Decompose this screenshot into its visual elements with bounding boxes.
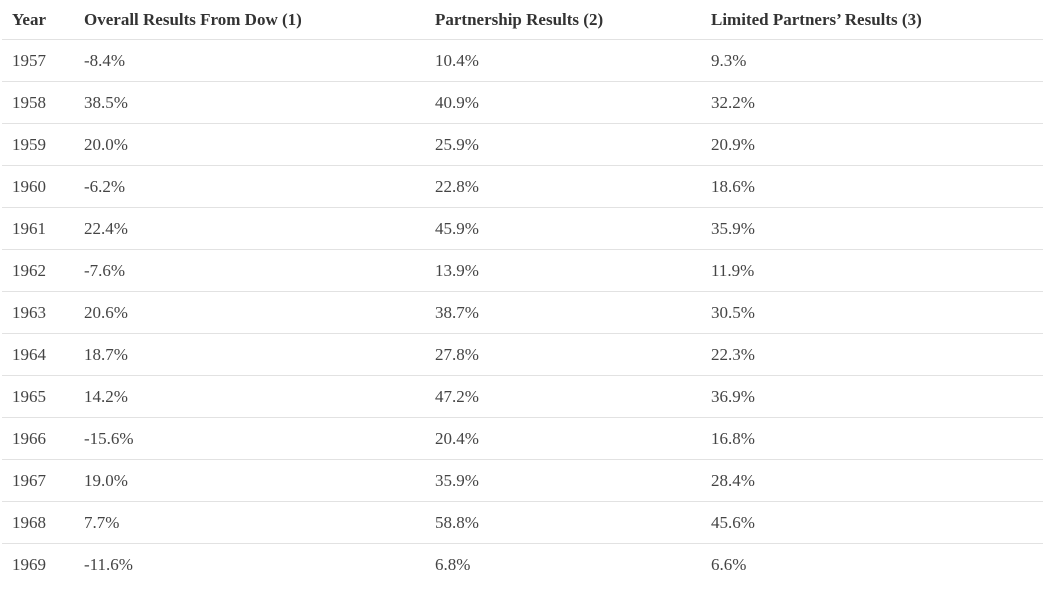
cell-partnership-result: 47.2% [425, 375, 701, 418]
cell-dow-result: -7.6% [74, 249, 425, 292]
cell-limited-partners-result: 32.2% [701, 81, 1043, 124]
table-row: 1957 -8.4% 10.4% 9.3% [2, 39, 1043, 82]
cell-year: 1958 [2, 81, 74, 124]
cell-partnership-result: 58.8% [425, 501, 701, 544]
cell-limited-partners-result: 11.9% [701, 249, 1043, 292]
cell-year: 1966 [2, 417, 74, 460]
cell-partnership-result: 45.9% [425, 207, 701, 250]
cell-partnership-result: 6.8% [435, 554, 471, 574]
cell-partnership-result: 20.4% [425, 417, 701, 460]
header-limited-partners-results: Limited Partners’ Results (3) [701, 0, 1043, 40]
cell-partnership-result: 40.9% [425, 81, 701, 124]
cell-year: 1959 [2, 123, 74, 166]
cell-partnership-result: 10.4% [425, 39, 701, 82]
cell-limited-partners-result: 18.6% [701, 165, 1043, 208]
cell-year: 1969 [12, 554, 46, 574]
header-dow-results: Overall Results From Dow (1) [74, 0, 425, 40]
cell-partnership-result: 27.8% [425, 333, 701, 376]
cell-dow-result: 19.0% [74, 459, 425, 502]
header-row: Year Overall Results From Dow (1) Partne… [2, 0, 1043, 40]
cell-dow-result: -8.4% [74, 39, 425, 82]
table-body: 1957 -8.4% 10.4% 9.3% 1958 38.5% 40.9% 32.2% 195… [2, 39, 1043, 586]
table-row: 1958 38.5% 40.9% 32.2% [2, 81, 1043, 124]
cell-dow-result: -11.6% [84, 554, 133, 574]
cell-year: 1957 [2, 39, 74, 82]
cell-limited-partners-result: 30.5% [701, 291, 1043, 334]
cell-dow-result: 18.7% [74, 333, 425, 376]
table-row: 1963 20.6% 38.7% 30.5% [2, 291, 1043, 334]
cell-dow-result: 22.4% [74, 207, 425, 250]
table-row: 1968 7.7% 58.8% 45.6% [2, 501, 1043, 544]
cell-dow-result: 7.7% [74, 501, 425, 544]
cell-limited-partners-result: 16.8% [701, 417, 1043, 460]
cell-limited-partners-result: 28.4% [701, 459, 1043, 502]
cell-partnership-result: 38.7% [425, 291, 701, 334]
cell-year: 1963 [2, 291, 74, 334]
cell-limited-partners-result: 36.9% [701, 375, 1043, 418]
cell-dow-result: 38.5% [74, 81, 425, 124]
cell-partnership-result: 35.9% [425, 459, 701, 502]
cell-dow-result: 14.2% [74, 375, 425, 418]
cell-year: 1962 [2, 249, 74, 292]
table-row: 1966 -15.6% 20.4% 16.8% [2, 417, 1043, 460]
table-header: Year Overall Results From Dow (1) Partne… [2, 0, 1043, 40]
header-year: Year [2, 0, 74, 40]
cell-dow-result: 20.0% [74, 123, 425, 166]
cell-year: 1961 [2, 207, 74, 250]
table-row: 1965 14.2% 47.2% 36.9% [2, 375, 1043, 418]
cell-partnership-result: 13.9% [425, 249, 701, 292]
table-row: 1964 18.7% 27.8% 22.3% [2, 333, 1043, 376]
table-row: 1959 20.0% 25.9% 20.9% [2, 123, 1043, 166]
cell-dow-result: -15.6% [74, 417, 425, 460]
cell-limited-partners-result: 20.9% [701, 123, 1043, 166]
cell-year: 1967 [2, 459, 74, 502]
table-row: 1967 19.0% 35.9% 28.4% [2, 459, 1043, 502]
table-row: 1962 -7.6% 13.9% 11.9% [2, 249, 1043, 292]
table-row: 1969 -11.6% 6.8% 6.6% [2, 544, 1043, 586]
cell-limited-partners-result: 22.3% [701, 333, 1043, 376]
cell-limited-partners-result: 9.3% [701, 39, 1043, 82]
cell-partnership-result: 22.8% [425, 165, 701, 208]
table-row: 1960 -6.2% 22.8% 18.6% [2, 165, 1043, 208]
cell-year: 1964 [2, 333, 74, 376]
cell-year: 1968 [2, 501, 74, 544]
cell-limited-partners-result: 6.6% [711, 554, 747, 574]
cell-year: 1965 [2, 375, 74, 418]
cell-partnership-result: 25.9% [425, 123, 701, 166]
cell-year: 1960 [2, 165, 74, 208]
cell-dow-result: 20.6% [74, 291, 425, 334]
cell-limited-partners-result: 45.6% [701, 501, 1043, 544]
table-row: 1961 22.4% 45.9% 35.9% [2, 207, 1043, 250]
cell-limited-partners-result: 35.9% [701, 207, 1043, 250]
cell-dow-result: -6.2% [74, 165, 425, 208]
header-partnership-results: Partnership Results (2) [425, 0, 701, 40]
